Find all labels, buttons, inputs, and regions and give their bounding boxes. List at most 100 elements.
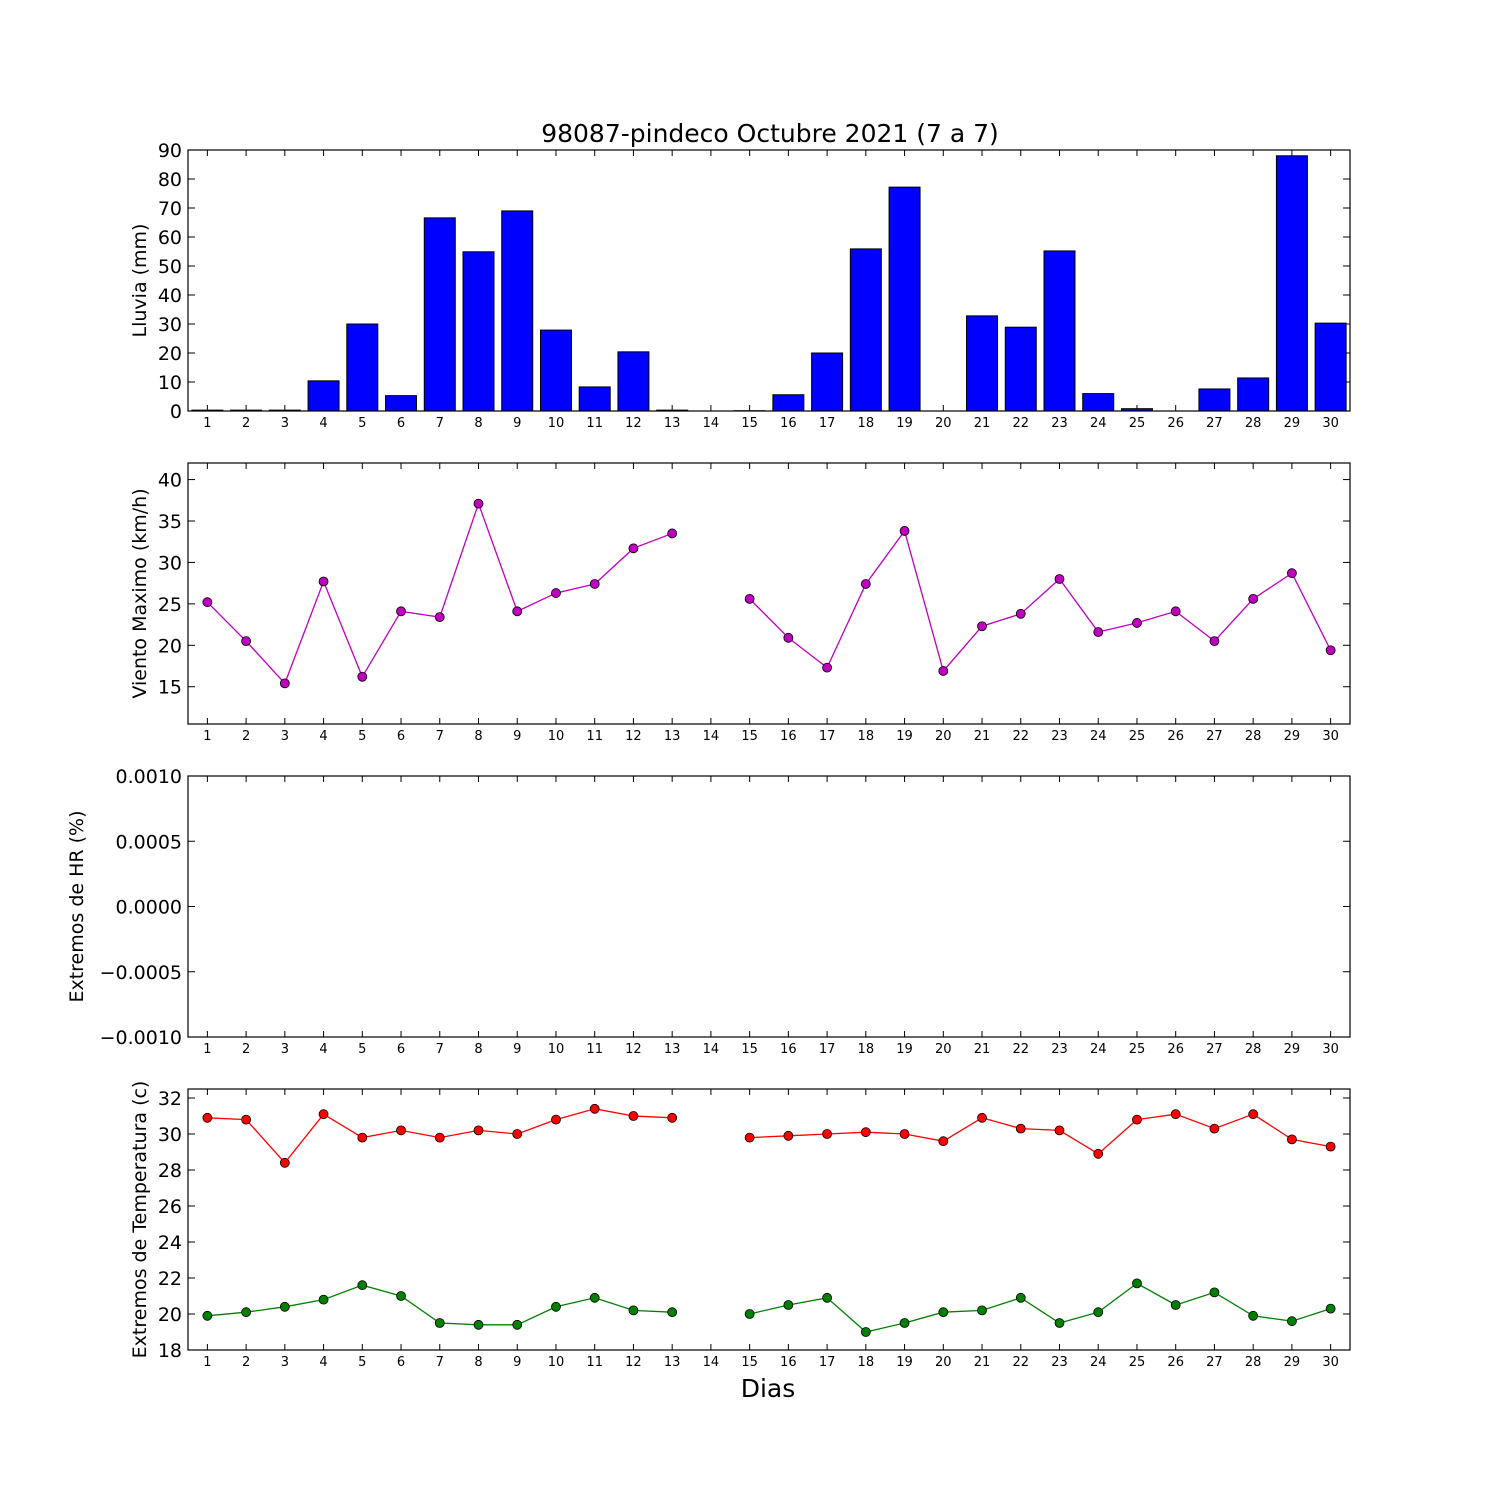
x-tick-label: 2 xyxy=(242,416,250,431)
series-point xyxy=(1054,574,1065,584)
x-tick-label: 3 xyxy=(281,1042,289,1057)
x-tick-label: 19 xyxy=(896,1355,913,1370)
x-tick-label: 23 xyxy=(1051,1042,1068,1057)
x-tick-label: 24 xyxy=(1090,1042,1107,1057)
x-tick-label: 28 xyxy=(1245,1355,1262,1370)
x-tick-label: 5 xyxy=(358,1042,366,1057)
rain-bar xyxy=(1043,250,1076,412)
x-tick-label: 13 xyxy=(664,1355,681,1370)
x-tick-label: 22 xyxy=(1012,729,1029,744)
rain-bar xyxy=(772,394,805,412)
x-tick-label: 19 xyxy=(896,1042,913,1057)
x-tick-label: 27 xyxy=(1206,1042,1223,1057)
x-tick-label: 10 xyxy=(548,1355,565,1370)
x-tick-label: 13 xyxy=(664,1042,681,1057)
x-tick-label: 25 xyxy=(1129,729,1146,744)
y-tick-label: 28 xyxy=(158,1160,182,1182)
x-tick-label: 2 xyxy=(242,1355,250,1370)
x-tick-label: 22 xyxy=(1012,416,1029,431)
series-point xyxy=(202,1112,213,1123)
series-line xyxy=(749,1113,1331,1155)
x-tick-label: 20 xyxy=(935,1355,952,1370)
x-tick-label: 1 xyxy=(203,416,211,431)
series-point xyxy=(241,1307,252,1318)
series-point xyxy=(938,666,949,676)
x-tick-label: 12 xyxy=(625,729,642,744)
y-tick-label: 20 xyxy=(158,635,182,657)
series-point xyxy=(279,678,290,689)
x-tick-label: 24 xyxy=(1090,729,1107,744)
series-point xyxy=(1015,1292,1026,1303)
series-point xyxy=(1170,606,1181,617)
x-tick-label: 28 xyxy=(1245,1042,1262,1057)
series-point xyxy=(1287,1134,1297,1145)
x-tick-label: 30 xyxy=(1322,1042,1339,1057)
y-tick-label: 0 xyxy=(170,401,182,423)
x-tick-label: 13 xyxy=(664,729,681,744)
x-tick-label: 8 xyxy=(474,729,482,744)
x-tick-label: 15 xyxy=(741,1355,758,1370)
series-point xyxy=(589,1103,600,1114)
x-tick-label: 6 xyxy=(397,416,405,431)
x-tick-label: 4 xyxy=(319,1042,327,1057)
series-point xyxy=(1248,1310,1259,1321)
x-tick-label: 1 xyxy=(203,729,211,744)
rain-bar xyxy=(1198,388,1231,412)
x-tick-label: 24 xyxy=(1090,416,1107,431)
rain-bar xyxy=(617,351,650,412)
y-tick-label: 10 xyxy=(158,372,182,394)
series-point xyxy=(589,579,600,589)
y-tick-label: −0.0010 xyxy=(100,1027,182,1049)
x-tick-label: 5 xyxy=(358,729,366,744)
series-point xyxy=(1015,1123,1026,1134)
y-tick-label: 32 xyxy=(158,1088,182,1110)
series-point xyxy=(1209,1287,1220,1298)
x-tick-label: 4 xyxy=(319,1355,327,1370)
x-tick-label: 30 xyxy=(1322,729,1339,744)
y-tick-label: 0.0005 xyxy=(116,831,182,853)
series-point xyxy=(396,1291,406,1301)
series-point xyxy=(822,662,832,673)
series-point xyxy=(783,1300,794,1310)
x-tick-label: 19 xyxy=(896,729,913,744)
x-tick-label: 6 xyxy=(397,1042,405,1057)
chart-title: 98087-pindeco Octubre 2021 (7 a 7) xyxy=(541,119,999,148)
x-tick-label: 27 xyxy=(1206,729,1223,744)
x-tick-label: 21 xyxy=(974,416,991,431)
x-tick-label: 10 xyxy=(548,729,565,744)
series-point xyxy=(1287,568,1297,579)
plot-frame xyxy=(187,149,1351,412)
series-point xyxy=(899,1129,910,1139)
x-tick-label: 8 xyxy=(474,1042,482,1057)
series-point xyxy=(551,1114,561,1125)
x-tick-label: 19 xyxy=(896,416,913,431)
x-tick-label: 8 xyxy=(474,1355,482,1370)
x-tick-label: 7 xyxy=(436,416,444,431)
series-point xyxy=(396,1125,406,1136)
x-tick-label: 15 xyxy=(741,729,758,744)
y-tick-label: 40 xyxy=(158,285,182,307)
x-tick-label: 2 xyxy=(242,1042,250,1057)
x-tick-label: 29 xyxy=(1284,416,1301,431)
x-tick-label: 11 xyxy=(586,1355,603,1370)
x-tick-label: 27 xyxy=(1206,416,1223,431)
x-tick-label: 7 xyxy=(436,729,444,744)
rain-bar xyxy=(423,217,456,412)
x-tick-label: 28 xyxy=(1245,416,1262,431)
series-point xyxy=(783,1130,794,1141)
rain-bar xyxy=(1314,322,1347,412)
x-tick-label: 17 xyxy=(819,1355,836,1370)
x-tick-label: 17 xyxy=(819,416,836,431)
series-point xyxy=(1248,593,1259,604)
y-tick-label: 15 xyxy=(158,677,182,699)
x-tick-label: 16 xyxy=(780,1355,797,1370)
x-tick-label: 11 xyxy=(586,1042,603,1057)
y-tick-label: 26 xyxy=(158,1196,182,1218)
x-tick-label: 28 xyxy=(1245,729,1262,744)
series-point xyxy=(822,1292,832,1303)
series-point xyxy=(1132,1278,1142,1289)
series-point xyxy=(744,593,755,604)
y-tick-label: 50 xyxy=(158,256,182,278)
